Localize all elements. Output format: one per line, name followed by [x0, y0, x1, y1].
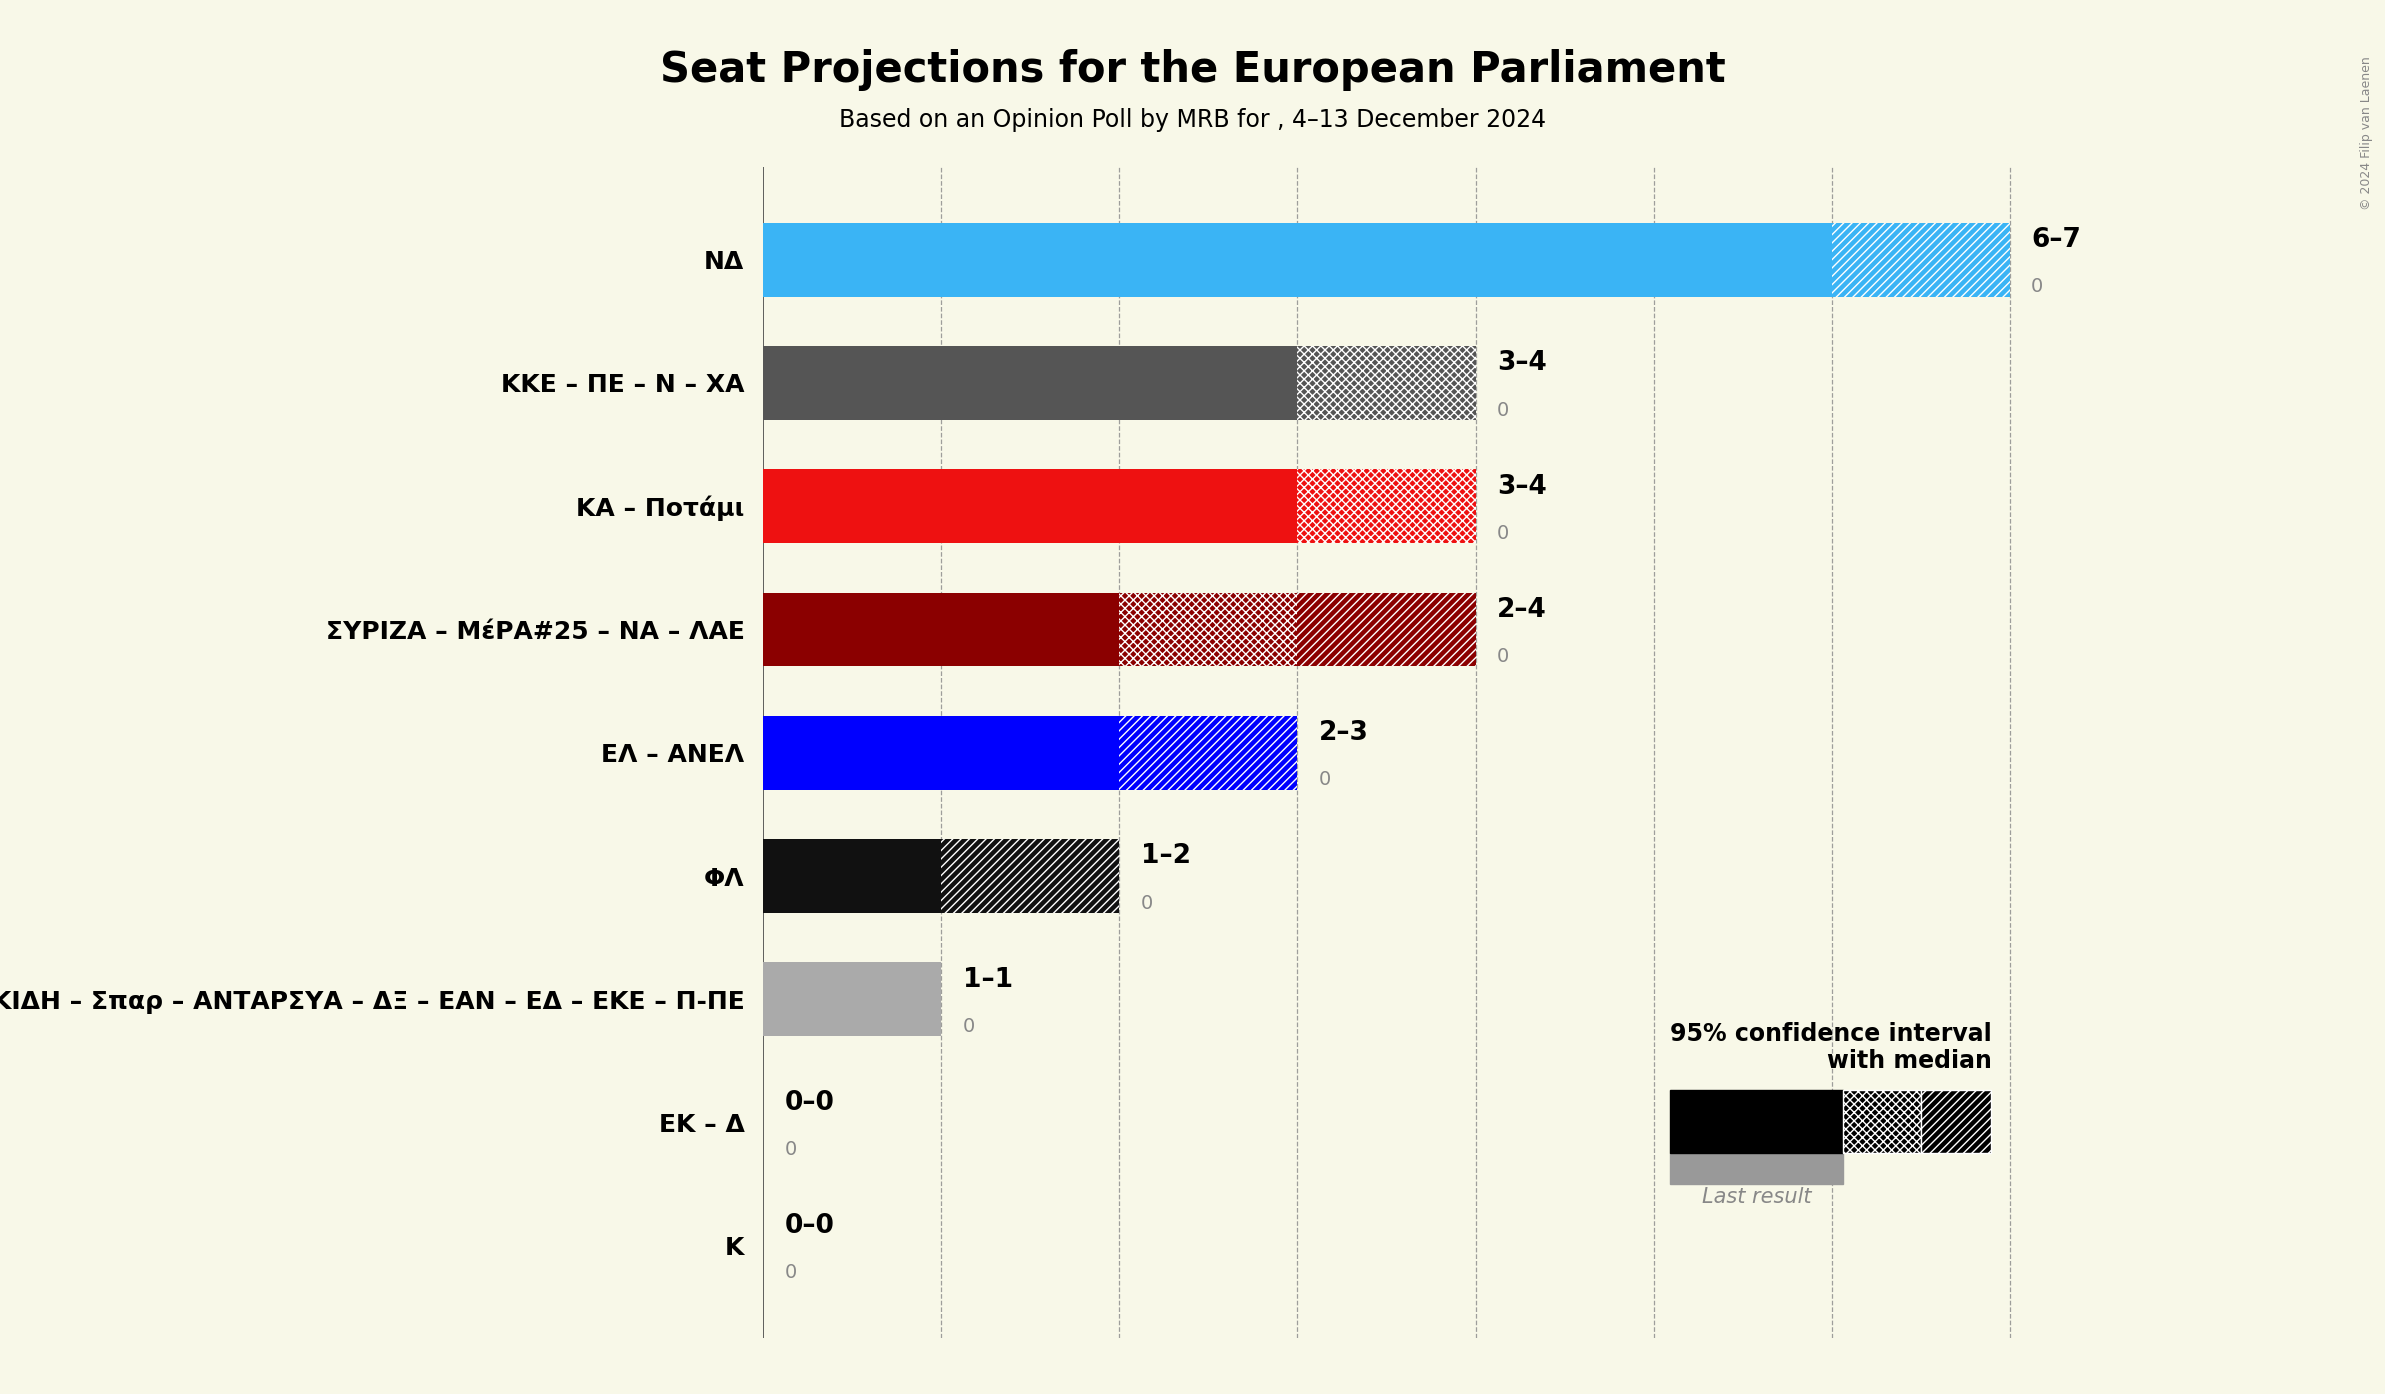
Bar	[763, 346, 1297, 420]
Text: Seat Projections for the European Parliament: Seat Projections for the European Parlia…	[661, 49, 1724, 91]
Text: 1–2: 1–2	[1140, 843, 1190, 870]
Bar	[942, 839, 1119, 913]
Text: Based on an Opinion Poll by MRB for , 4–13 December 2024: Based on an Opinion Poll by MRB for , 4–…	[840, 109, 1545, 132]
Bar	[1297, 470, 1476, 544]
Text: 0: 0	[2032, 277, 2044, 297]
Bar	[763, 715, 1119, 790]
Text: 0: 0	[964, 1016, 975, 1036]
Text: 2–4: 2–4	[1498, 597, 1545, 623]
Bar	[1297, 592, 1476, 666]
Text: 6–7: 6–7	[2032, 227, 2082, 252]
Text: 0: 0	[1319, 771, 1331, 789]
Text: 0: 0	[1498, 400, 1510, 420]
Text: 0: 0	[785, 1263, 797, 1282]
Text: 95% confidence interval
with median: 95% confidence interval with median	[1670, 1022, 1991, 1073]
Text: Last result: Last result	[1701, 1188, 1810, 1207]
Bar	[1832, 223, 2011, 297]
Text: 0: 0	[785, 1140, 797, 1160]
Text: © 2024 Filip van Laenen: © 2024 Filip van Laenen	[2361, 56, 2373, 209]
Text: 2–3: 2–3	[1319, 721, 1369, 746]
Bar	[763, 223, 1832, 297]
Text: 0: 0	[1498, 647, 1510, 666]
Text: 0: 0	[1498, 524, 1510, 542]
Text: 3–4: 3–4	[1498, 474, 1545, 499]
Text: 0–0: 0–0	[785, 1090, 835, 1115]
Text: 3–4: 3–4	[1498, 350, 1545, 376]
Text: 0–0: 0–0	[785, 1213, 835, 1239]
Bar	[763, 592, 1119, 666]
Bar	[1297, 346, 1476, 420]
Text: 1–1: 1–1	[964, 966, 1014, 993]
Bar	[1119, 715, 1297, 790]
Text: 0: 0	[1140, 894, 1152, 913]
Bar	[763, 962, 942, 1036]
Bar	[763, 839, 942, 913]
Bar	[1119, 592, 1297, 666]
Bar	[763, 470, 1297, 544]
